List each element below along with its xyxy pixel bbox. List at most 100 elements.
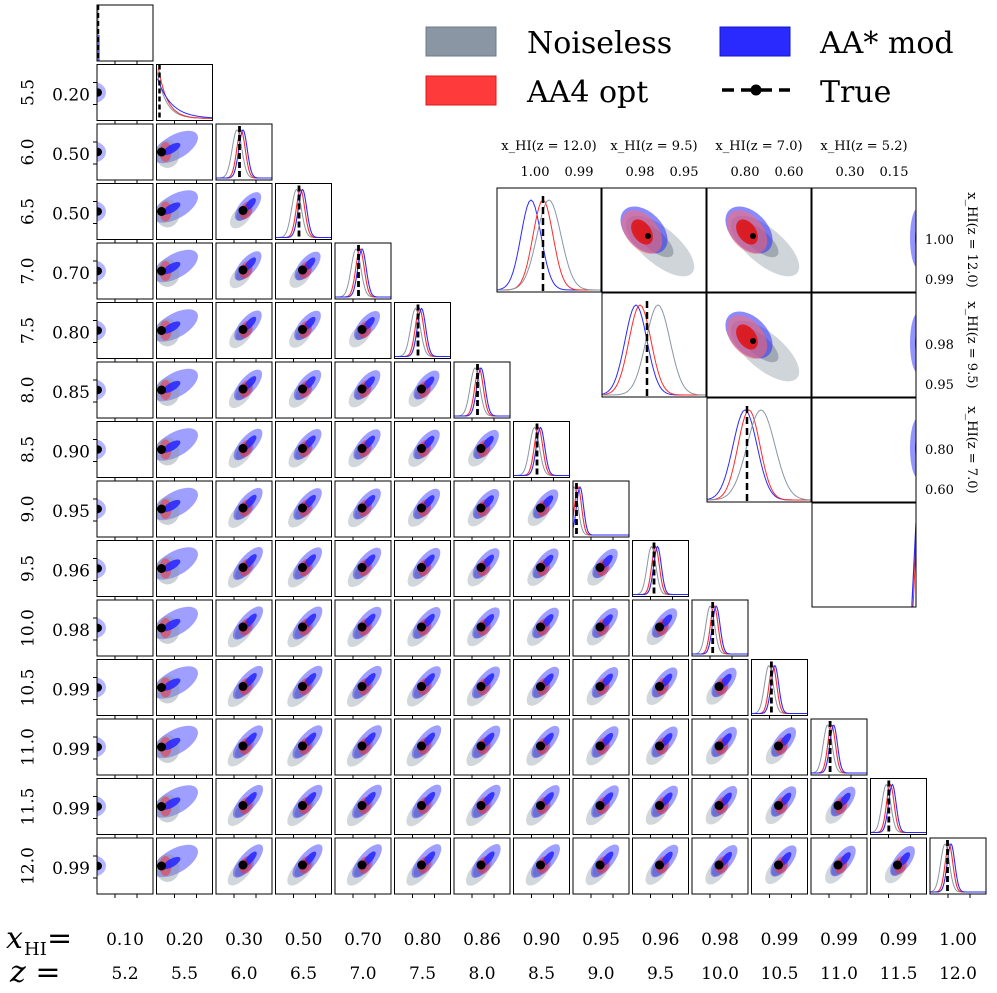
- inset-posterior-curve: [707, 409, 811, 501]
- panel-content: [930, 840, 986, 894]
- posterior-curve: [454, 367, 510, 417]
- panel-frame: [632, 540, 689, 597]
- true-value-point: [298, 682, 307, 691]
- row-tick-label: 0.98: [52, 621, 90, 641]
- panel-content: [348, 488, 381, 528]
- true-value-point: [595, 860, 605, 870]
- panel-content: [347, 547, 382, 588]
- panel-content: [347, 606, 382, 648]
- true-value-point: [476, 622, 486, 632]
- column-true-value: 0.99: [880, 930, 918, 950]
- inset-panel-frame: [496, 187, 602, 293]
- curve-group: [158, 68, 213, 119]
- inset-panel-1-2: [706, 292, 812, 398]
- panel-frame: [334, 242, 392, 300]
- panel-11-3: [275, 659, 332, 720]
- panel-14-12: [810, 837, 868, 898]
- row-tick-label: 0.20: [52, 86, 90, 106]
- true-value-point: [655, 860, 664, 870]
- contour-aastar-68: [162, 380, 181, 394]
- panel-content: [348, 370, 381, 408]
- panel-frame: [215, 778, 273, 835]
- panel-5-4: [334, 302, 392, 363]
- panel-frame: [394, 540, 451, 597]
- panel-frame: [215, 183, 273, 240]
- panel-content: [156, 844, 198, 882]
- inset-posterior-curve: [497, 199, 601, 291]
- panel-frame: [156, 837, 213, 895]
- panel-frame: [691, 778, 749, 835]
- inset-true-point: [645, 233, 651, 239]
- panel-content: [466, 784, 501, 827]
- panel-frame: [215, 540, 273, 597]
- panel-content: [156, 547, 198, 585]
- panel-frame: [156, 480, 213, 538]
- panel-content: [465, 844, 501, 886]
- panel-frame: [572, 718, 630, 776]
- panel-frame: [513, 421, 570, 478]
- row-label-redshift: 10.5: [19, 669, 39, 707]
- posterior-curve: [275, 188, 332, 239]
- panel-frame: [394, 361, 451, 419]
- row-tick-label: 0.50: [52, 205, 90, 225]
- column-true-value: 0.30: [225, 930, 263, 950]
- panel-content: [526, 666, 560, 706]
- row-tick-label: 0.99: [52, 859, 90, 879]
- panel-content: [289, 310, 321, 348]
- inset-row-title: x_HI(z = 9.5): [964, 301, 979, 388]
- panel-frame: [215, 659, 273, 716]
- panel-14-8: [572, 837, 630, 898]
- panel-frame: [751, 778, 808, 835]
- inset-panel-2-3: [811, 397, 917, 503]
- panel-content: [156, 368, 198, 406]
- panel-content: [335, 245, 391, 299]
- panel-content: [229, 251, 262, 289]
- panel-frame: [632, 599, 689, 657]
- panel-1-0: [93, 64, 154, 125]
- panel-12-9: [632, 718, 689, 779]
- column-true-value: 0.20: [166, 930, 204, 950]
- panel-12-4: [334, 718, 392, 779]
- panel-frame: [96, 64, 154, 121]
- panel-11-11: [751, 659, 808, 720]
- panel-frame: [453, 480, 511, 538]
- true-value-point: [536, 682, 545, 691]
- legend-label-noiseless: Noiseless: [527, 26, 672, 61]
- panel-content: [156, 487, 198, 525]
- panel-frame: [156, 778, 213, 835]
- true-value-point: [714, 801, 724, 810]
- panel-frame: [96, 718, 154, 776]
- posterior-curve: [692, 605, 748, 655]
- panel-13-7: [513, 778, 570, 839]
- true-value-point: [97, 505, 102, 513]
- true-value-point: [655, 801, 664, 810]
- inset-x-tick: 0.60: [775, 165, 804, 180]
- true-value-point: [238, 325, 248, 334]
- panel-frame: [394, 302, 451, 359]
- panel-10-10: [691, 599, 749, 660]
- true-value-point: [157, 385, 166, 395]
- panel-frame: [334, 778, 392, 835]
- true-value-point: [298, 801, 307, 810]
- panel-frame: [453, 540, 511, 597]
- panel-frame: [453, 718, 511, 776]
- panel-content: [346, 784, 382, 827]
- true-value-point: [157, 802, 166, 811]
- panel-11-8: [572, 659, 630, 720]
- panel-content: [97, 379, 106, 401]
- panel-12-1: [156, 718, 213, 779]
- panel-content: [287, 606, 323, 648]
- panel-frame: [453, 599, 511, 657]
- true-value-point: [357, 444, 367, 453]
- panel-frame: [334, 302, 392, 359]
- inset-panel-1-1: [601, 292, 707, 398]
- panel-content: [586, 667, 619, 706]
- panel-frame: [275, 302, 332, 359]
- panel-content: [525, 844, 561, 886]
- panel-content: [632, 542, 689, 597]
- panel-content: [406, 784, 442, 827]
- panel-content: [228, 487, 263, 528]
- true-value-point: [476, 801, 486, 810]
- panel-content: [228, 369, 263, 409]
- true-value-point: [595, 801, 605, 810]
